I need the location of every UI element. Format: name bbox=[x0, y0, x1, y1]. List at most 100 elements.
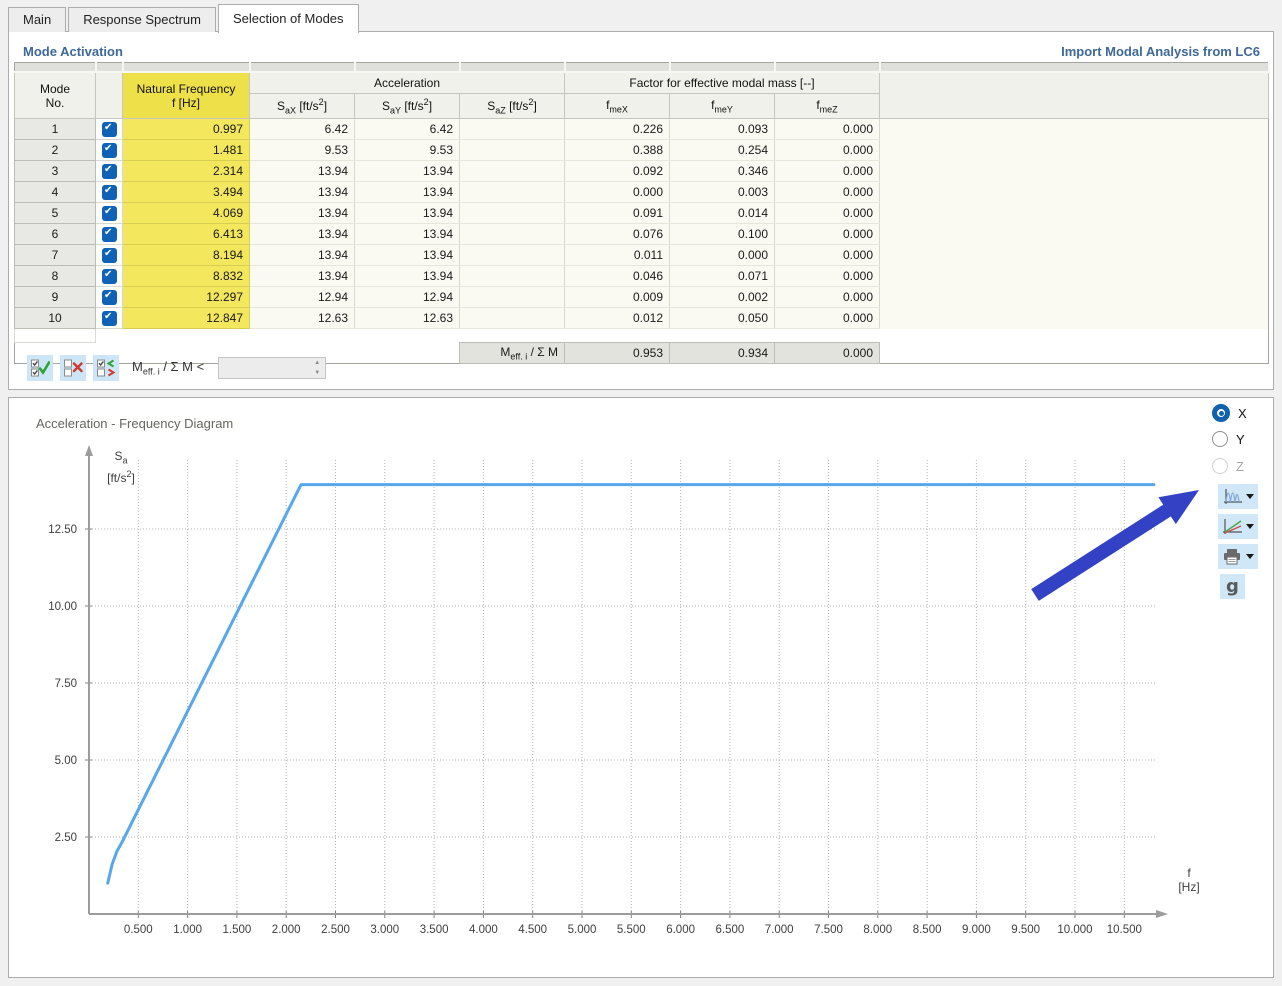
cell-saz bbox=[459, 307, 565, 329]
svg-text:1.500: 1.500 bbox=[223, 924, 252, 936]
diagram-panel: Acceleration - Frequency Diagram 0.500 1.… bbox=[8, 397, 1274, 978]
cell-saz bbox=[459, 223, 565, 245]
direction-radio-z: Z bbox=[1212, 458, 1244, 474]
table-row: 2 1.481 9.53 9.53 0.388 0.254 0.000 bbox=[14, 139, 1269, 161]
diagram-lines-icon bbox=[1223, 518, 1242, 534]
row-number[interactable]: 1 bbox=[14, 118, 96, 140]
cell-sax: 6.42 bbox=[249, 118, 355, 140]
row-number[interactable]: 10 bbox=[14, 307, 96, 329]
svg-text:10.00: 10.00 bbox=[48, 601, 77, 613]
checkbox-checked-icon[interactable] bbox=[102, 184, 117, 200]
spinner-arrows[interactable]: ▲ ▼ bbox=[311, 359, 323, 377]
cell-fmez: 0.000 bbox=[774, 286, 880, 308]
col-header-say: SaY [ft/s2] bbox=[354, 93, 460, 119]
mode-checkbox-cell[interactable] bbox=[95, 265, 123, 287]
checkbox-checked-icon[interactable] bbox=[102, 310, 117, 326]
print-dropdown[interactable] bbox=[1218, 544, 1258, 569]
cell-frequency: 3.494 bbox=[122, 181, 250, 203]
svg-text:7.500: 7.500 bbox=[814, 924, 843, 936]
checkbox-checked-icon[interactable] bbox=[102, 205, 117, 221]
diagram-options-dropdown[interactable] bbox=[1218, 514, 1258, 539]
summary-fmex: 0.953 bbox=[564, 342, 670, 364]
cell-fmez: 0.000 bbox=[774, 223, 880, 245]
mode-checkbox-cell[interactable] bbox=[95, 118, 123, 140]
spectrum-display-dropdown[interactable] bbox=[1218, 484, 1258, 509]
cell-saz bbox=[459, 244, 565, 266]
cell-fmex: 0.012 bbox=[564, 307, 670, 329]
tab-selection-of-modes[interactable]: Selection of Modes bbox=[217, 4, 359, 33]
cell-fmez: 0.000 bbox=[774, 181, 880, 203]
row-number[interactable]: 8 bbox=[14, 265, 96, 287]
col-header-fmez: fmeZ bbox=[774, 93, 880, 119]
radio-unselected-icon[interactable] bbox=[1212, 431, 1228, 447]
direction-radio-x[interactable]: X bbox=[1212, 404, 1247, 422]
col-header-mode-no: Mode No. bbox=[14, 71, 96, 119]
series-response-spectrum-x bbox=[106, 483, 1156, 885]
activate-by-condition-button[interactable] bbox=[93, 355, 119, 381]
mode-checkbox-cell[interactable] bbox=[95, 244, 123, 266]
cell-fmey: 0.000 bbox=[669, 244, 775, 266]
response-spectrum-icon bbox=[1224, 488, 1242, 504]
deactivate-all-button[interactable] bbox=[60, 355, 86, 381]
cell-fmex: 0.046 bbox=[564, 265, 670, 287]
spinner-up-icon[interactable]: ▲ bbox=[314, 360, 321, 366]
row-number[interactable]: 9 bbox=[14, 286, 96, 308]
y-axis-label: Sa [ft/s2] bbox=[107, 449, 135, 486]
summary-fmez: 0.000 bbox=[774, 342, 880, 364]
svg-text:7.000: 7.000 bbox=[765, 924, 794, 936]
tab-main[interactable]: Main bbox=[8, 7, 67, 32]
spinner-down-icon[interactable]: ▼ bbox=[314, 370, 321, 376]
cell-fmex: 0.388 bbox=[564, 139, 670, 161]
mode-checkbox-cell[interactable] bbox=[95, 223, 123, 245]
col-header-fmex: fmeX bbox=[564, 93, 670, 119]
import-modal-analysis-link[interactable]: Import Modal Analysis from LC6 bbox=[1061, 44, 1260, 59]
row-number[interactable]: 7 bbox=[14, 244, 96, 266]
mode-checkbox-cell[interactable] bbox=[95, 202, 123, 224]
table-row: 9 12.297 12.94 12.94 0.009 0.002 0.000 bbox=[14, 286, 1269, 308]
checkbox-checked-icon[interactable] bbox=[102, 226, 117, 242]
mode-checkbox-cell[interactable] bbox=[95, 286, 123, 308]
activate-all-button[interactable] bbox=[27, 355, 53, 381]
svg-text:8.000: 8.000 bbox=[863, 924, 892, 936]
mode-checkbox-cell[interactable] bbox=[95, 181, 123, 203]
x-axis-label: f [Hz] bbox=[1178, 866, 1200, 894]
condition-label: Meff. i / Σ M < bbox=[132, 359, 205, 377]
cell-fmez: 0.000 bbox=[774, 307, 880, 329]
row-number[interactable]: 6 bbox=[14, 223, 96, 245]
cell-frequency: 12.847 bbox=[122, 307, 250, 329]
checkbox-checked-icon[interactable] bbox=[102, 163, 117, 179]
mode-checkbox-cell[interactable] bbox=[95, 160, 123, 182]
row-number[interactable]: 2 bbox=[14, 139, 96, 161]
checkbox-checked-icon[interactable] bbox=[102, 268, 117, 284]
cell-fmez: 0.000 bbox=[774, 160, 880, 182]
checkbox-checked-icon[interactable] bbox=[102, 247, 117, 263]
radio-selected-icon[interactable] bbox=[1212, 404, 1230, 422]
cell-fmez: 0.000 bbox=[774, 118, 880, 140]
mode-checkbox-cell[interactable] bbox=[95, 139, 123, 161]
cell-say: 13.94 bbox=[354, 160, 460, 182]
cell-empty bbox=[879, 223, 1269, 245]
cell-sax: 12.63 bbox=[249, 307, 355, 329]
cell-sax: 13.94 bbox=[249, 223, 355, 245]
mode-checkbox-cell[interactable] bbox=[95, 307, 123, 329]
gravity-units-button[interactable]: g bbox=[1220, 574, 1245, 599]
tab-response-spectrum[interactable]: Response Spectrum bbox=[68, 7, 216, 32]
direction-radio-y[interactable]: Y bbox=[1212, 431, 1245, 447]
cell-say: 13.94 bbox=[354, 244, 460, 266]
condition-value-spinner[interactable]: ▲ ▼ bbox=[218, 357, 327, 379]
row-number[interactable]: 3 bbox=[14, 160, 96, 182]
checkbox-checked-icon[interactable] bbox=[102, 289, 117, 305]
cell-sax: 13.94 bbox=[249, 181, 355, 203]
cell-saz bbox=[459, 286, 565, 308]
row-number[interactable]: 4 bbox=[14, 181, 96, 203]
checkbox-checked-icon[interactable] bbox=[102, 121, 117, 137]
cell-empty bbox=[879, 181, 1269, 203]
checkbox-checked-icon[interactable] bbox=[102, 142, 117, 158]
cell-saz bbox=[459, 202, 565, 224]
cell-empty bbox=[879, 244, 1269, 266]
svg-text:1.000: 1.000 bbox=[173, 924, 202, 936]
cell-frequency: 2.314 bbox=[122, 160, 250, 182]
mode-selection-toolbar: Meff. i / Σ M < ▲ ▼ bbox=[27, 355, 327, 381]
table-row: 6 6.413 13.94 13.94 0.076 0.100 0.000 bbox=[14, 223, 1269, 245]
row-number[interactable]: 5 bbox=[14, 202, 96, 224]
